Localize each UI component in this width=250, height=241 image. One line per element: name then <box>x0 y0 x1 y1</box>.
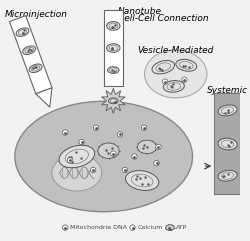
Ellipse shape <box>98 143 119 158</box>
Circle shape <box>93 125 99 130</box>
Ellipse shape <box>176 59 197 71</box>
Ellipse shape <box>108 98 118 104</box>
Text: ATP: ATP <box>176 225 187 230</box>
Ellipse shape <box>29 64 42 73</box>
Text: Microinjection: Microinjection <box>5 10 68 19</box>
Circle shape <box>130 225 135 230</box>
Ellipse shape <box>218 105 237 116</box>
Ellipse shape <box>108 67 119 74</box>
Circle shape <box>156 144 161 150</box>
Circle shape <box>132 154 137 159</box>
Text: Systemic: Systemic <box>207 87 248 95</box>
Circle shape <box>90 167 96 173</box>
Circle shape <box>68 158 73 163</box>
Ellipse shape <box>23 46 36 54</box>
Circle shape <box>79 139 84 145</box>
Circle shape <box>111 151 116 156</box>
Ellipse shape <box>52 154 102 191</box>
Circle shape <box>122 167 128 173</box>
Text: Nanotube: Nanotube <box>118 7 162 16</box>
Polygon shape <box>102 88 125 113</box>
Ellipse shape <box>163 80 184 92</box>
Ellipse shape <box>106 22 120 30</box>
Polygon shape <box>10 16 52 94</box>
Text: Vesicle-Mediated: Vesicle-Mediated <box>138 46 214 55</box>
Ellipse shape <box>144 50 207 98</box>
Text: Calcium: Calcium <box>137 225 163 230</box>
Circle shape <box>182 77 187 82</box>
Circle shape <box>62 130 68 135</box>
Circle shape <box>62 225 68 230</box>
Ellipse shape <box>126 171 159 190</box>
Ellipse shape <box>152 60 174 74</box>
FancyBboxPatch shape <box>214 93 240 194</box>
Circle shape <box>154 161 159 166</box>
FancyBboxPatch shape <box>104 10 123 87</box>
Circle shape <box>162 79 168 84</box>
Ellipse shape <box>218 138 237 150</box>
Ellipse shape <box>16 28 29 36</box>
Circle shape <box>117 132 123 137</box>
Ellipse shape <box>166 225 174 230</box>
Ellipse shape <box>59 145 95 168</box>
Polygon shape <box>36 88 52 107</box>
Ellipse shape <box>106 44 120 52</box>
Ellipse shape <box>218 170 237 181</box>
Ellipse shape <box>15 101 192 212</box>
Ellipse shape <box>137 140 156 154</box>
Text: Cell-Cell Connection: Cell-Cell Connection <box>118 14 209 23</box>
Circle shape <box>141 125 147 130</box>
Text: Mitochondria DNA: Mitochondria DNA <box>70 225 127 230</box>
